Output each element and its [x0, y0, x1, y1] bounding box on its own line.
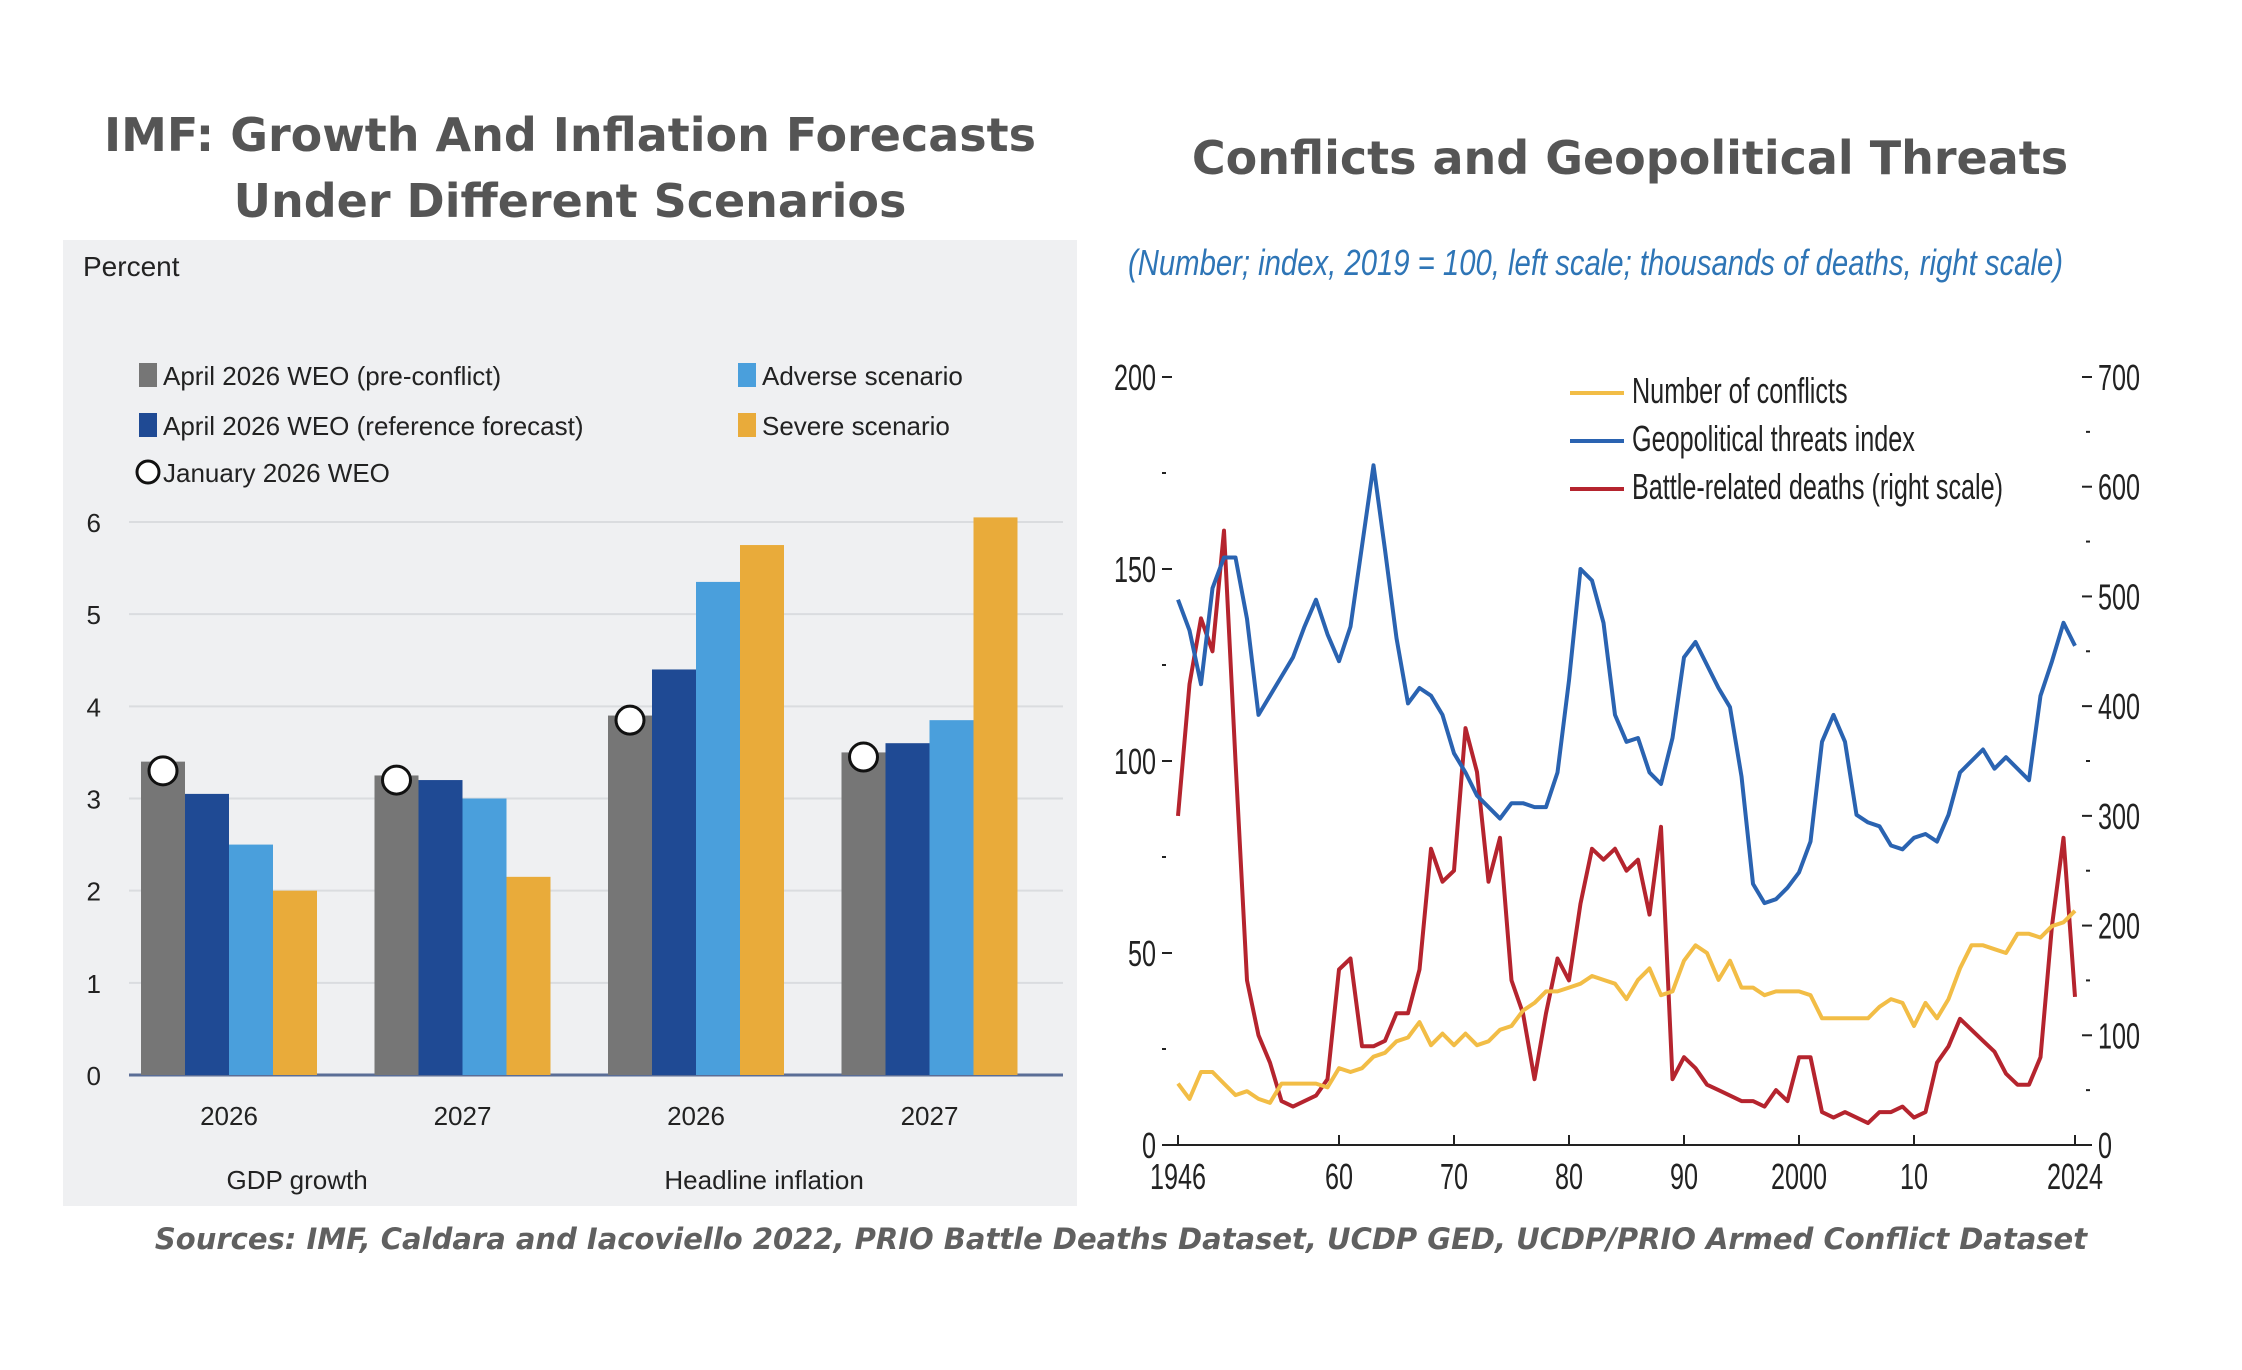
- legend-swatch: [139, 413, 157, 437]
- bar-x-axis: 2026 2027 2026 2027 GDP growth Headline infla…: [200, 1101, 958, 1195]
- bar-ytick-label: 3: [87, 785, 101, 815]
- x-tick-label: 2024: [2047, 1157, 2103, 1198]
- bar-group-label: GDP growth: [227, 1165, 368, 1195]
- legend-swatch: [139, 363, 157, 387]
- bar: [141, 761, 185, 1075]
- line-legend: Number of conflicts Geopolitical threats …: [1570, 371, 2003, 508]
- bar: [929, 720, 974, 1075]
- right-ytick-label: 500: [2098, 577, 2140, 618]
- series-line: [1176, 528, 2077, 1126]
- right-ytick-label: 100: [2098, 1016, 2140, 1057]
- legend-label: Geopolitical threats index: [1632, 419, 1915, 460]
- right-ytick-label: 200: [2098, 906, 2140, 947]
- bar-legend: April 2026 WEO (pre-conflict) April 2026 …: [135, 361, 963, 488]
- bar: [740, 545, 784, 1075]
- bar-xtick-label: 2026: [200, 1101, 258, 1131]
- bar: [652, 669, 696, 1075]
- january-weo-marker: [381, 764, 412, 796]
- bar: [185, 793, 229, 1075]
- bar-xtick-label: 2026: [667, 1101, 725, 1131]
- left-chart-title: IMF: Growth And Inflation Forecasts Unde…: [103, 108, 1037, 228]
- bar: [506, 876, 551, 1075]
- bar: [273, 890, 317, 1075]
- series-line: [1176, 463, 2077, 906]
- right-chart-title: Conflicts and Geopolitical Threats: [1191, 131, 2069, 185]
- line-chart: (Number; index, 2019 = 100, left scale; …: [1114, 242, 2140, 1198]
- left-ytick-label: 0: [1142, 1126, 1156, 1167]
- line-chart-subtitle: (Number; index, 2019 = 100, left scale; …: [1128, 242, 2063, 283]
- bar: [696, 581, 740, 1075]
- bar-xtick-label: 2027: [434, 1101, 492, 1131]
- right-ytick-label: 300: [2098, 796, 2140, 837]
- right-ytick-label: 400: [2098, 687, 2140, 728]
- bar-chart: Percent April 2026 WEO (pre-conflict)Apr…: [63, 240, 1077, 1206]
- bar-ytick-label: 4: [87, 692, 101, 722]
- bar: [973, 517, 1018, 1075]
- legend-label: April 2026 WEO (pre-conflict): [163, 361, 501, 391]
- bar: [608, 715, 652, 1075]
- bar-xtick-label: 2027: [901, 1101, 959, 1131]
- x-tick-label: 90: [1670, 1157, 1698, 1198]
- bar: [885, 743, 930, 1075]
- bar-ytick-label: 0: [87, 1061, 101, 1091]
- bar: [418, 780, 463, 1075]
- legend-label: Adverse scenario: [762, 361, 963, 391]
- bar: [462, 798, 507, 1075]
- legend-swatch: [738, 413, 756, 437]
- series-line: [1176, 909, 2077, 1105]
- right-ytick-label: 700: [2098, 358, 2140, 399]
- legend-label: Battle-related deaths (right scale): [1632, 467, 2003, 508]
- right-ytick-label: 600: [2098, 467, 2140, 508]
- x-tick-label: 80: [1555, 1157, 1583, 1198]
- right-ytick-label: 0: [2098, 1126, 2112, 1167]
- x-tick-label: 60: [1325, 1157, 1353, 1198]
- left-ytick-label: 200: [1114, 358, 1156, 399]
- bar: [374, 775, 419, 1075]
- legend-label: Number of conflicts: [1632, 371, 1848, 412]
- sources-note: Sources: IMF, Caldara and Iacoviello 202…: [154, 1222, 2088, 1256]
- left-ytick-label: 150: [1114, 550, 1156, 591]
- bar-chart-ylabel: Percent: [83, 251, 180, 282]
- bar: [841, 752, 886, 1075]
- line-series: [1176, 463, 2077, 1126]
- bar-ytick-label: 2: [87, 877, 101, 907]
- january-weo-marker: [848, 741, 879, 773]
- bar-ytick-label: 6: [87, 508, 101, 538]
- x-tick-label: 10: [1900, 1157, 1928, 1198]
- x-tick-label: 70: [1440, 1157, 1468, 1198]
- january-weo-marker: [614, 704, 646, 736]
- x-tick-label: 1946: [1150, 1157, 1206, 1198]
- bar-group-label: Headline inflation: [664, 1165, 863, 1195]
- legend-swatch: [738, 363, 756, 387]
- legend-label: January 2026 WEO: [163, 458, 390, 488]
- left-ytick-label: 100: [1114, 742, 1156, 783]
- bar-ytick-label: 5: [87, 600, 101, 630]
- bar-series: [141, 517, 1018, 1075]
- legend-label: Severe scenario: [762, 411, 950, 441]
- left-ytick-label: 50: [1128, 934, 1156, 975]
- january-weo-marker: [147, 755, 179, 787]
- legend-marker: [135, 459, 161, 485]
- bar: [229, 844, 273, 1075]
- legend-label: April 2026 WEO (reference forecast): [163, 411, 584, 441]
- bar-ytick-label: 1: [87, 969, 101, 999]
- x-tick-label: 2000: [1771, 1157, 1827, 1198]
